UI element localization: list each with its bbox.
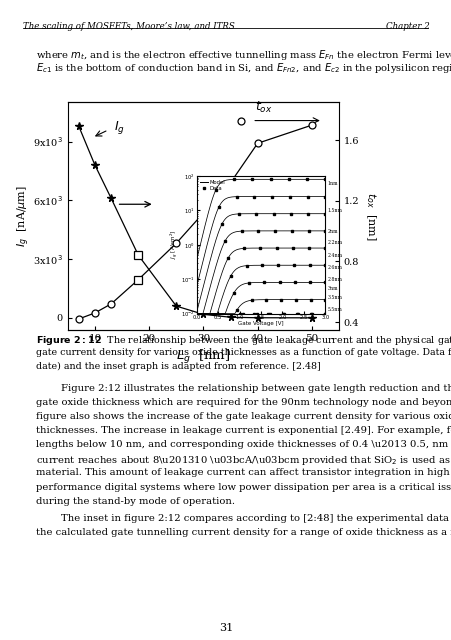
Text: thicknesses. The increase in leakage current is exponential [2.49]. For example,: thicknesses. The increase in leakage cur…	[36, 426, 451, 435]
Text: $t_{ox}$: $t_{ox}$	[254, 99, 272, 115]
Text: $E_{c1}$ is the bottom of conduction band in Si, and $E_{Fn2}$, and $E_{c2}$ in : $E_{c1}$ is the bottom of conduction ban…	[36, 61, 451, 75]
Text: 2nm: 2nm	[327, 228, 337, 234]
Text: $\mathbf{Figure\ 2:12}$  The relationship between the gate leakage current and t: $\mathbf{Figure\ 2:12}$ The relationship…	[36, 334, 451, 347]
Text: $I_g$: $I_g$	[114, 120, 124, 136]
Text: Chapter 2: Chapter 2	[385, 22, 428, 31]
Text: figure also shows the increase of the gate leakage current density for various o: figure also shows the increase of the ga…	[36, 412, 451, 421]
Text: 2.8nm: 2.8nm	[327, 276, 342, 282]
Text: lengths below 10 nm, and corresponding oxide thicknesses of 0.4 \u2013 0.5, nm t: lengths below 10 nm, and corresponding o…	[36, 440, 451, 449]
Text: 2.4nm: 2.4nm	[327, 253, 342, 258]
Text: material. This amount of leakage current can affect transistor integration in hi: material. This amount of leakage current…	[36, 468, 449, 477]
Text: 3nm: 3nm	[327, 285, 337, 291]
Text: The scaling of MOSFETs, Moore’s law, and ITRS: The scaling of MOSFETs, Moore’s law, and…	[23, 22, 234, 31]
Text: 3.5nm: 3.5nm	[327, 294, 342, 300]
Y-axis label: $t_{ox}$  [nm]: $t_{ox}$ [nm]	[363, 192, 377, 240]
Text: The inset in figure 2:12 compares according to [2:48] the experimental data and: The inset in figure 2:12 compares accord…	[36, 514, 451, 523]
Text: 31: 31	[218, 623, 233, 634]
Text: 1.5nm: 1.5nm	[327, 208, 342, 213]
Legend: Model, Data: Model, Data	[199, 179, 226, 192]
Text: 2.2nm: 2.2nm	[327, 239, 342, 244]
Text: where $m_t$, and is the electron effective tunnelling mass $E_{Fn}$ the electron: where $m_t$, and is the electron effecti…	[36, 48, 451, 62]
X-axis label: $L_g$  [nm]: $L_g$ [nm]	[176, 348, 230, 365]
Text: gate current density for various oxide thicknesses as a function of gate voltage: gate current density for various oxide t…	[36, 348, 451, 357]
X-axis label: Gate Voltage [V]: Gate Voltage [V]	[238, 321, 283, 326]
Text: 5.5nm: 5.5nm	[327, 307, 341, 312]
Text: during the stand-by mode of operation.: during the stand-by mode of operation.	[36, 497, 235, 506]
Y-axis label: $I_g$  [nA/$\mu$m]: $I_g$ [nA/$\mu$m]	[15, 185, 32, 247]
Text: the calculated gate tunnelling current density for a range of oxide thickness as: the calculated gate tunnelling current d…	[36, 528, 451, 537]
Text: current reaches about 8\u201310 \u03bcA/\u03bcm provided that SiO$_2$ is used as: current reaches about 8\u201310 \u03bcA/…	[36, 454, 451, 467]
Text: Figure 2:12 illustrates the relationship between gate length reduction and the: Figure 2:12 illustrates the relationship…	[36, 384, 451, 393]
Y-axis label: $J_g$ [A/cm$^2$]: $J_g$ [A/cm$^2$]	[168, 230, 179, 259]
Text: date) and the inset graph is adapted from reference. [2.48]: date) and the inset graph is adapted fro…	[36, 362, 320, 371]
Text: performance digital systems where low power dissipation per area is a critical i: performance digital systems where low po…	[36, 483, 451, 492]
Text: 1nm: 1nm	[327, 181, 337, 186]
Text: 2.6nm: 2.6nm	[327, 265, 342, 270]
Text: gate oxide thickness which are required for the 90nm technology node and beyond.: gate oxide thickness which are required …	[36, 398, 451, 407]
